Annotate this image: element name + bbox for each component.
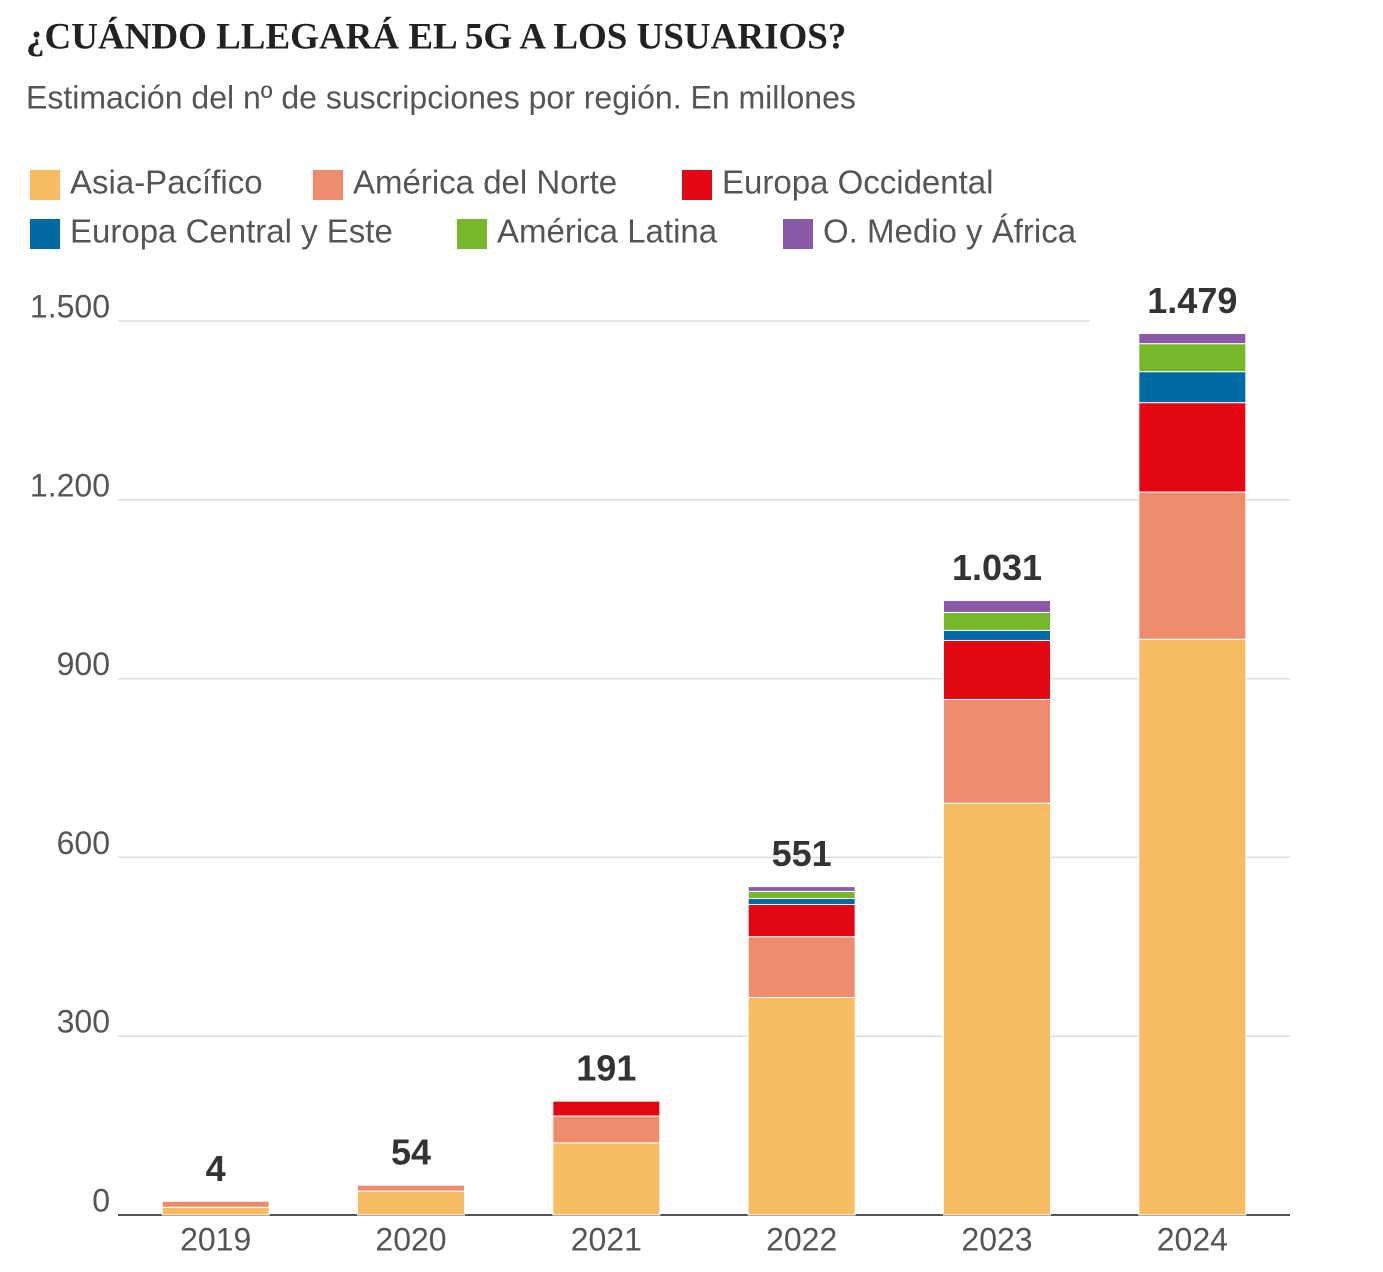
bar-segment — [943, 639, 1051, 700]
bar-segment — [943, 698, 1051, 804]
total-label: 54 — [391, 1132, 431, 1173]
legend-label: América del Norte — [353, 164, 617, 201]
bar-segment — [1138, 333, 1247, 345]
chart-title: ¿CUÁNDO LLEGARÁ EL 5G A LOS USUARIOS? — [26, 15, 846, 57]
legend-label: Europa Central y Este — [70, 213, 393, 250]
bar-segment — [747, 886, 856, 892]
total-label: 1.031 — [952, 547, 1042, 588]
y-tick-label: 1.500 — [30, 288, 110, 324]
bar-segment — [1138, 343, 1247, 373]
legend-label: Europa Occidental — [722, 164, 994, 201]
total-label: 551 — [772, 833, 832, 874]
legend-label: Asia-Pacífico — [70, 164, 263, 201]
y-tick-label: 1.200 — [30, 467, 110, 503]
bar-segment — [357, 1190, 465, 1216]
y-tick-label: 600 — [57, 825, 110, 861]
legend-swatch — [313, 170, 343, 200]
x-tick-label: 2021 — [571, 1221, 642, 1257]
bar-segment — [161, 1200, 270, 1208]
bar-segment — [552, 1142, 661, 1216]
bar-segment — [1138, 491, 1247, 640]
x-tick-label: 2019 — [180, 1221, 251, 1257]
x-tick-label: 2023 — [961, 1221, 1032, 1257]
legend-swatch — [783, 219, 813, 249]
legend-swatch — [30, 219, 60, 249]
bar-segment — [1138, 638, 1247, 1216]
x-tick-label: 2024 — [1157, 1221, 1228, 1257]
y-tick-label: 900 — [57, 646, 110, 682]
y-tick-label: 300 — [57, 1004, 110, 1040]
bar-segment — [943, 629, 1051, 641]
bar-segment — [552, 1115, 661, 1144]
bar-segment — [943, 611, 1051, 631]
legend-swatch — [30, 170, 60, 200]
bar-segment — [747, 936, 856, 998]
legend-label: América Latina — [497, 213, 718, 250]
bar-segment — [747, 890, 856, 900]
bar-segment — [943, 600, 1051, 613]
bar-segment — [161, 1206, 270, 1216]
bar-segment — [943, 802, 1051, 1216]
bar-segment — [1138, 402, 1247, 493]
bar-segment — [747, 996, 856, 1216]
bar-segment — [552, 1100, 661, 1117]
bar-segment — [1138, 371, 1247, 404]
x-tick-label: 2022 — [766, 1221, 837, 1257]
bar-segment — [747, 898, 856, 905]
legend-swatch — [457, 219, 487, 249]
y-tick-label: 0 — [92, 1182, 110, 1218]
legend-swatch — [682, 170, 712, 200]
total-label: 191 — [576, 1048, 636, 1089]
legend-label: O. Medio y África — [823, 213, 1077, 250]
total-label: 4 — [206, 1148, 226, 1189]
chart-subtitle: Estimación del nº de suscripciones por r… — [26, 79, 856, 115]
x-tick-label: 2020 — [375, 1221, 446, 1257]
bar-segment — [747, 903, 856, 938]
bar-segment — [357, 1184, 465, 1192]
total-label: 1.479 — [1147, 280, 1237, 321]
